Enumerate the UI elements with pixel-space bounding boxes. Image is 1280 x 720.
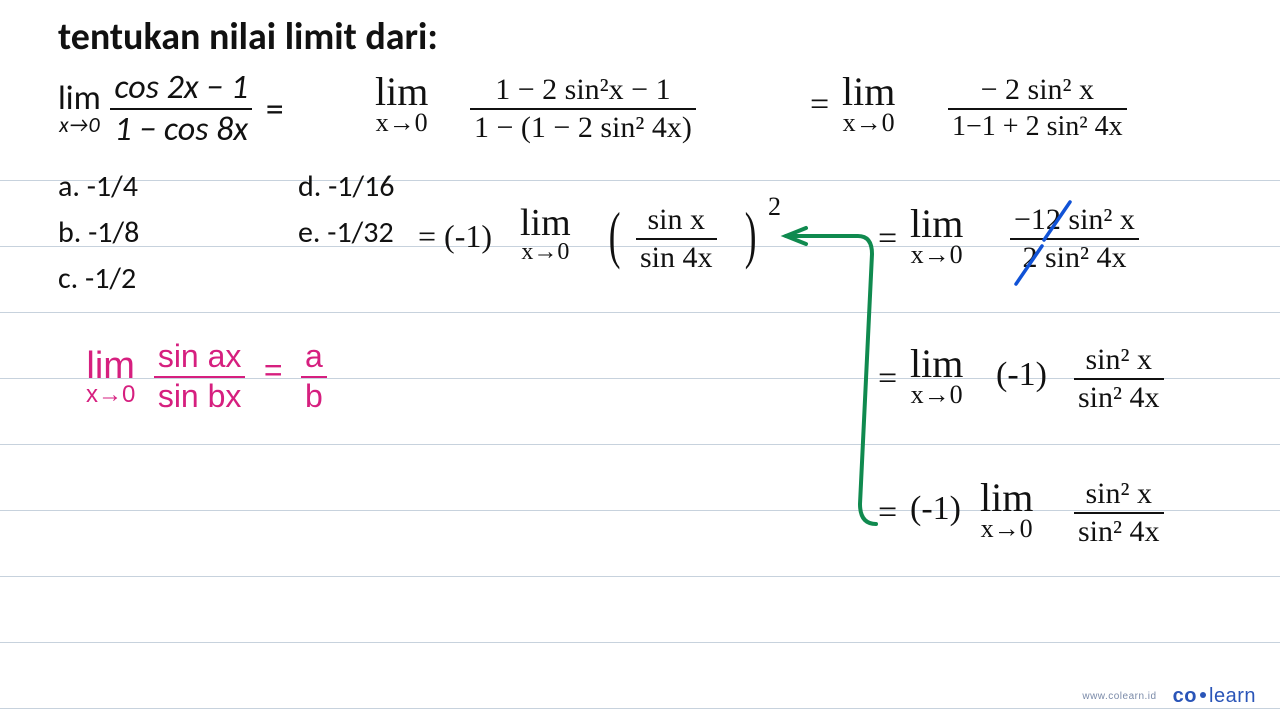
problem-den: 1 − cos 8x (110, 112, 252, 148)
hint-eq: = (264, 352, 283, 388)
hint: lim x→0 sin ax sin bx = a b (86, 340, 327, 413)
left-frac: sin x sin 4x (636, 204, 717, 273)
left-lim: lim x→0 (520, 204, 571, 264)
option-c: c. -1/2 (58, 260, 136, 297)
step5-lim-top: lim (980, 478, 1033, 518)
step4-den: sin² 4x (1074, 382, 1164, 414)
lim-sub: x→0 (59, 114, 100, 136)
step2-lim-bot: x→0 (843, 110, 895, 136)
watermark: www.colearn.id colearn (1082, 685, 1256, 708)
step2-den: 1−1 + 2 sin² 4x (948, 112, 1127, 141)
left-lim-bot: x→0 (521, 240, 569, 264)
step5-factor: (-1) (910, 490, 961, 528)
step3-lim: lim x→0 (910, 204, 963, 268)
option-a: a. -1/4 (58, 168, 138, 205)
step3-lim-bot: x→0 (911, 242, 963, 268)
step5-num: sin² x (1082, 478, 1157, 510)
strike-icon (1040, 196, 1080, 246)
step1-lim: lim (375, 72, 428, 112)
step4-num: sin² x (1082, 344, 1157, 376)
step4-lim-top: lim (910, 344, 963, 384)
heading: tentukan nilai limit dari: (58, 14, 438, 60)
problem-limit: lim x→0 cos 2x − 1 1 − cos 8x = (58, 70, 284, 147)
watermark-url: www.colearn.id (1082, 691, 1156, 702)
ruled-line (0, 444, 1280, 445)
step2-eq: = (810, 86, 829, 124)
hint-lim: lim (86, 347, 135, 385)
step1-den: 1 − (1 − 2 sin² 4x) (470, 112, 696, 144)
left-eq: = (-1) (418, 218, 492, 255)
step1-frac: 1 − 2 sin²x − 1 1 − (1 − 2 sin² 4x) (470, 74, 696, 143)
option-d: d. -1/16 (298, 168, 395, 205)
step1-sub: x→0 (376, 110, 428, 136)
step4-factor: (-1) (996, 356, 1047, 394)
ruled-line (0, 708, 1280, 709)
hint-sub: x→0 (86, 383, 135, 407)
step1-num: 1 − 2 sin²x − 1 (491, 74, 674, 106)
step5-frac: sin² x sin² 4x (1074, 478, 1164, 547)
hint-rden: b (301, 380, 327, 414)
step2-lim: lim x→0 (842, 72, 895, 136)
paren-close-icon: ) (745, 198, 757, 272)
step5-lim: lim x→0 (980, 478, 1033, 542)
left-den: sin 4x (636, 242, 717, 274)
step2-frac: − 2 sin² x 1−1 + 2 sin² 4x (948, 74, 1127, 141)
watermark-learn: learn (1209, 685, 1256, 707)
ruled-line (0, 180, 1280, 181)
problem-num: cos 2x − 1 (110, 70, 252, 106)
left-num: sin x (644, 204, 710, 236)
step5-den: sin² 4x (1074, 516, 1164, 548)
hint-num: sin ax (154, 340, 246, 374)
option-b: b. -1/8 (58, 214, 139, 251)
step5-lim-bot: x→0 (981, 516, 1033, 542)
step4-frac: sin² x sin² 4x (1074, 344, 1164, 413)
step4-lim-bot: x→0 (911, 382, 963, 408)
page-root: tentukan nilai limit dari: lim x→0 cos 2… (0, 0, 1280, 720)
watermark-co: co (1173, 685, 1197, 707)
step3-lim-top: lim (910, 204, 963, 244)
equals: = (266, 87, 284, 131)
hint-rnum: a (301, 340, 327, 374)
option-e: e. -1/32 (298, 214, 394, 251)
ruled-line (0, 576, 1280, 577)
dot-icon (1200, 692, 1206, 698)
ruled-line (0, 642, 1280, 643)
green-arrow-icon (780, 214, 900, 544)
left-lim-top: lim (520, 204, 571, 242)
hint-den: sin bx (154, 380, 246, 414)
step4-lim: lim x→0 (910, 344, 963, 408)
step1: lim x→0 (375, 72, 428, 136)
paren-open-icon: ( (609, 198, 621, 272)
strike-icon (1012, 240, 1052, 290)
step2-num: − 2 sin² x (977, 74, 1098, 106)
ruled-line (0, 312, 1280, 313)
step2-lim-top: lim (842, 72, 895, 112)
